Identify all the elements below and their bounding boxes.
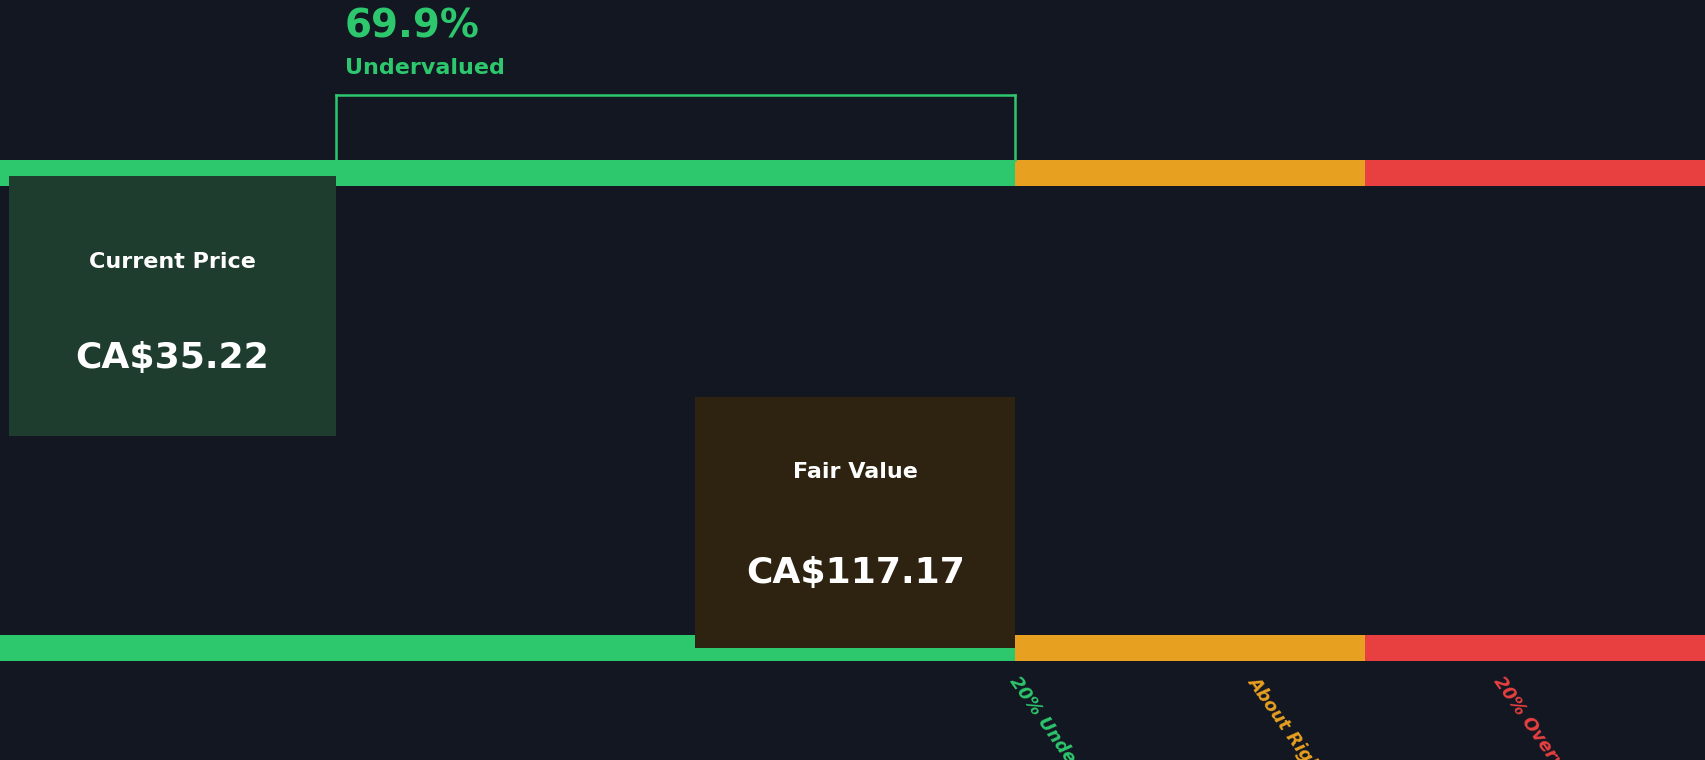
Bar (1014, 160, 1364, 661)
Bar (1364, 160, 1705, 661)
Bar (9, 176, 336, 436)
Bar (1364, 635, 1705, 661)
Text: Current Price: Current Price (89, 252, 256, 272)
Bar (1364, 186, 1705, 635)
Text: CA$117.17: CA$117.17 (745, 556, 963, 590)
Bar (0, 186, 1014, 635)
Bar (0, 635, 1014, 661)
Text: 69.9%: 69.9% (344, 8, 479, 46)
Bar (0, 160, 1014, 661)
Text: 20% Overvalued: 20% Overvalued (1488, 673, 1599, 760)
Bar (1364, 160, 1705, 186)
Bar (1014, 635, 1364, 661)
Text: CA$35.22: CA$35.22 (75, 341, 269, 375)
Bar (1014, 186, 1364, 635)
Bar (0, 160, 1014, 186)
Text: 20% Undervalued: 20% Undervalued (1004, 673, 1122, 760)
Bar (696, 397, 1014, 648)
Text: Undervalued: Undervalued (344, 59, 505, 78)
Text: About Right: About Right (1243, 673, 1328, 760)
Bar (1014, 160, 1364, 186)
Bar (0, 186, 1705, 635)
Text: Fair Value: Fair Value (793, 462, 917, 483)
